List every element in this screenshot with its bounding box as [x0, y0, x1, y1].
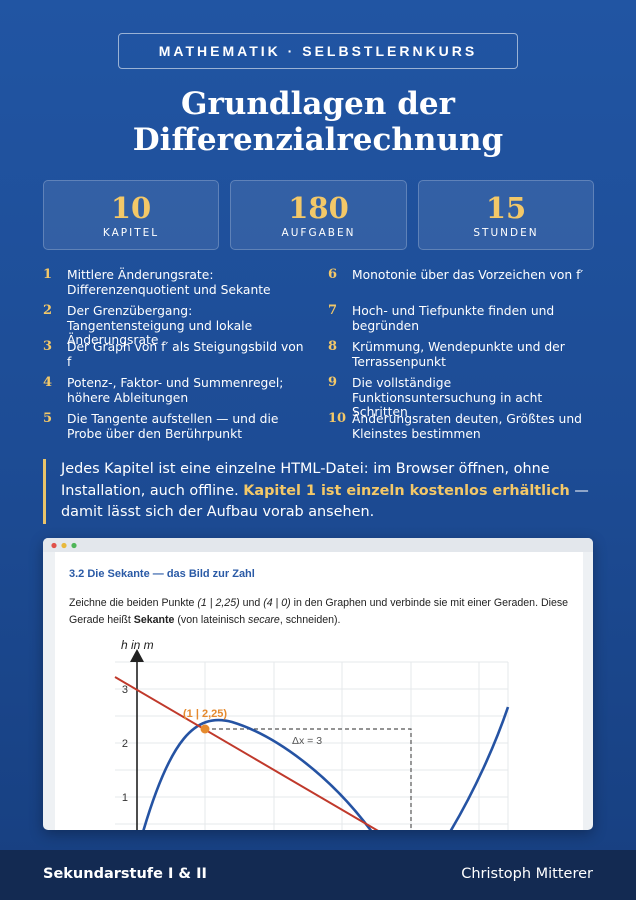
chapter-number: 7	[328, 303, 338, 318]
note-highlight: Kapitel 1 ist einzeln kostenlos erhältli…	[243, 482, 570, 499]
axis-arrow	[130, 649, 144, 662]
window-dot	[71, 542, 77, 549]
chapter-title: Mittlere Änderungsrate: Differenzenquoti…	[67, 268, 271, 297]
function-curve	[449, 706, 510, 830]
stat-box: 10 KAPITEL	[43, 180, 219, 250]
point-label: (1 | 2,25)	[183, 708, 227, 720]
graph-grid	[115, 661, 509, 830]
stat-value: 180	[288, 191, 349, 225]
chapter-title: Änderungsraten deuten, Größtes und Klein…	[352, 412, 582, 441]
chapter-title: Der Grenzübergang: Tangentensteigung und…	[67, 304, 253, 347]
paragraph-part: secare	[248, 613, 280, 626]
paragraph-part: (1 | 2,25)	[197, 597, 240, 609]
window-dot	[61, 542, 67, 549]
badge: MATHEMATIK · SELBSTLERNKURS	[118, 33, 518, 69]
chapter-title: Die Tangente aufstellen — und die Probe …	[67, 412, 279, 441]
title-line: Differenzialrechnung	[132, 122, 504, 158]
chapter-number: 1	[43, 267, 53, 282]
y-tick-label: 3	[122, 684, 128, 696]
y-tick-label: 1	[122, 792, 128, 804]
delta-guide	[205, 728, 412, 830]
window-dot	[51, 542, 57, 549]
note-tail: — damit lässt sich der Aufbau vorab anse…	[61, 482, 589, 521]
title-line: Grundlagen der	[181, 86, 455, 122]
footer-level: Sekundarstufe I & II	[43, 866, 207, 882]
preview-window: h in m 3 2 1 (1 | 2,25) Δx = 3 3.2 Die S…	[43, 538, 593, 830]
function-curve	[142, 718, 373, 830]
delta-label: Δx = 3	[292, 735, 322, 747]
paragraph-part: Sekante	[133, 613, 175, 626]
chapter-title: Die vollständige Funktionsuntersuchung i…	[352, 376, 543, 419]
paragraph-part: und	[239, 597, 264, 609]
footer-author: Christoph Mitterer	[461, 866, 593, 882]
section-heading: 3.2 Die Sekante — das Bild zur Zahl	[69, 568, 255, 580]
chapter-number: 2	[43, 303, 53, 318]
y-tick-label: 2	[122, 738, 128, 750]
stat-value: 10	[110, 191, 152, 225]
preview-graphics: h in m 3 2 1 (1 | 2,25) Δx = 3	[43, 538, 593, 830]
chapter-number: 8	[328, 339, 338, 354]
chapter-title: Monotonie über das Vorzeichen von f′	[352, 268, 584, 282]
secant-line	[114, 676, 379, 830]
chapter-number: 5	[43, 411, 53, 426]
stat-box: 15 STUNDEN	[418, 180, 594, 250]
chapter-number: 3	[43, 339, 53, 354]
stat-value: 15	[485, 191, 527, 225]
chapter-title: Hoch- und Tiefpunkte finden und begründe…	[352, 304, 555, 333]
chapter-title: Potenz-, Faktor- und Summenregel; höhere…	[67, 376, 284, 405]
y-axis-label: h in m	[121, 638, 154, 652]
stat-label: KAPITEL	[102, 227, 160, 239]
point	[200, 724, 210, 734]
chapter-title: Der Graph von f′ als Steigungsbild von f	[67, 340, 304, 369]
paragraph-part: in den Graphen und verbinde sie mit eine…	[69, 597, 571, 626]
paragraph-part: , schneiden).	[279, 613, 341, 626]
title: Grundlagen der Differenzialrechnung	[0, 86, 636, 158]
chapter-number: 4	[43, 375, 53, 390]
stat-label: AUFGABEN	[281, 227, 356, 239]
window-bar	[43, 538, 593, 552]
paragraph-part: (4 | 0)	[263, 597, 291, 609]
note: Jedes Kapitel ist eine einzelne HTML-Dat…	[43, 459, 591, 524]
paragraph-part: (von lateinisch	[174, 613, 249, 626]
stat-label: STUNDEN	[473, 227, 539, 239]
footer: Sekundarstufe I & II Christoph Mitterer	[0, 850, 636, 900]
section-paragraph: Zeichne die beiden Punkte (1 | 2,25) und…	[69, 595, 569, 628]
stat-box: 180 AUFGABEN	[230, 180, 407, 250]
page-sheet	[55, 552, 583, 830]
chapter-number: 10	[328, 411, 347, 426]
chapter-title: Krümmung, Wendepunkte und der Terrassenp…	[352, 340, 565, 369]
paragraph-part: Zeichne die beiden Punkte	[69, 597, 198, 609]
note-text: Jedes Kapitel ist eine einzelne HTML-Dat…	[61, 461, 550, 499]
chapter-number: 6	[328, 267, 338, 282]
chapter-number: 9	[328, 375, 338, 390]
